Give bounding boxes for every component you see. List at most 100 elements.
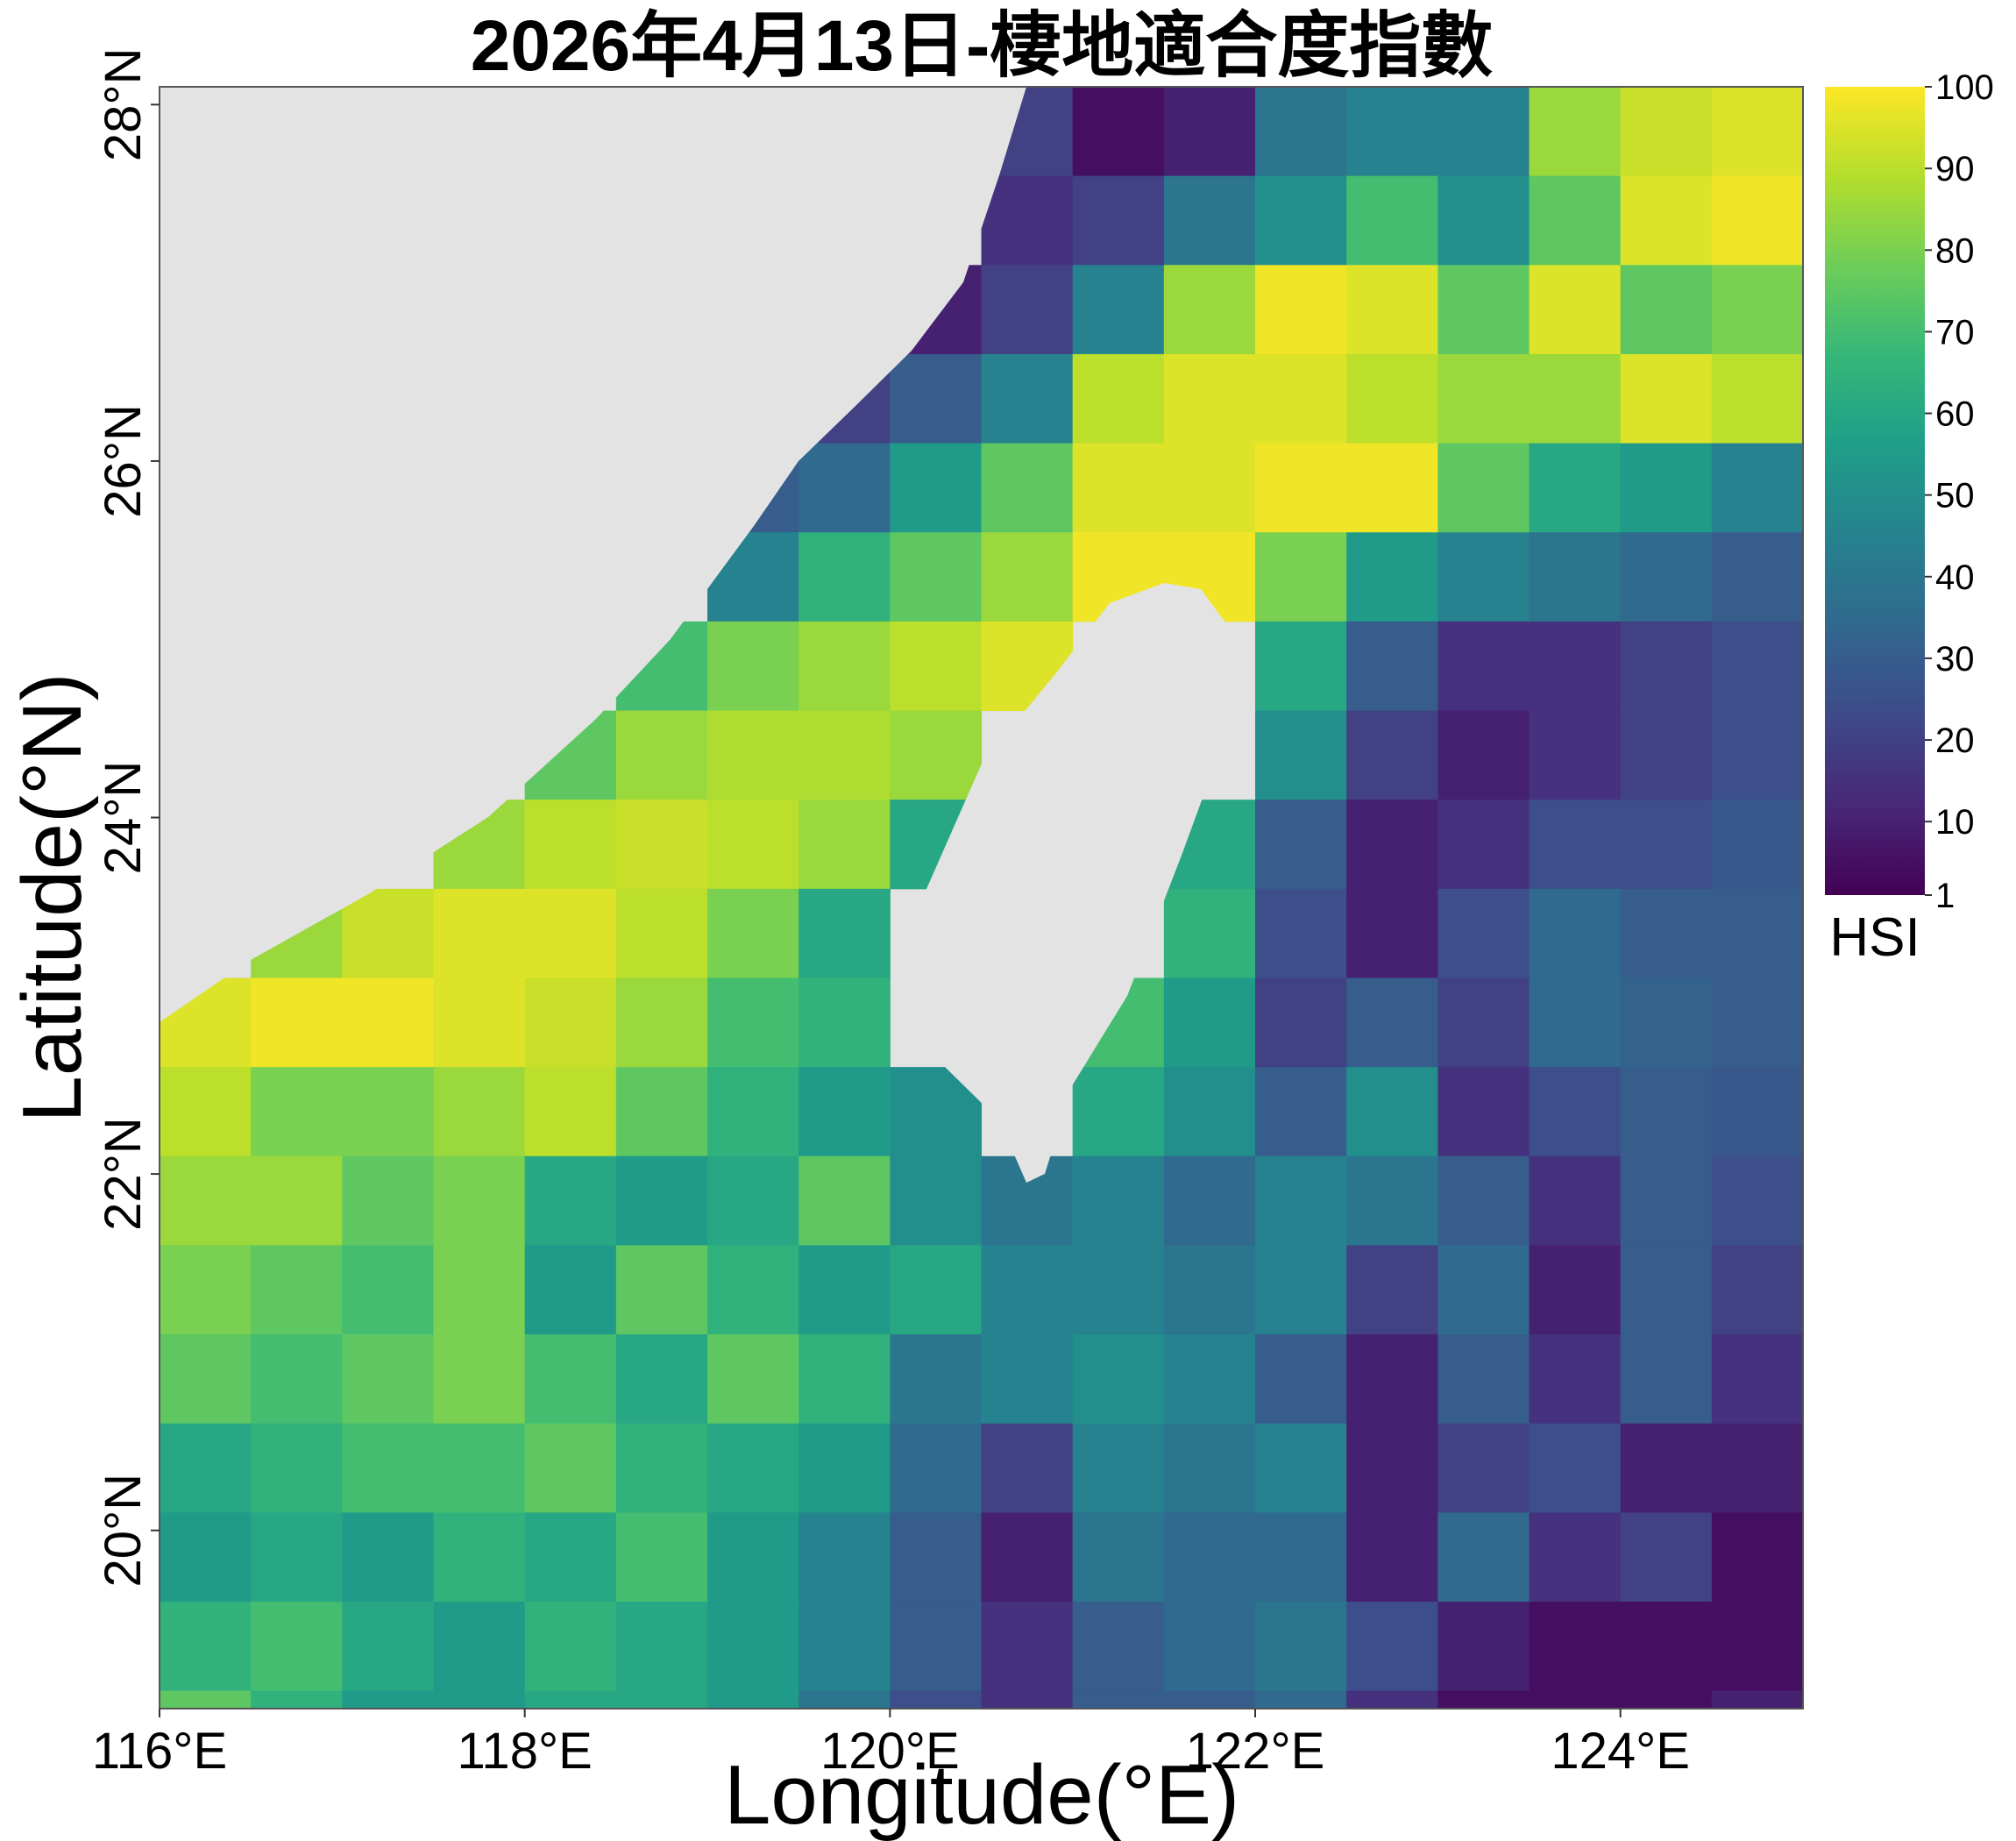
heat-cell: [707, 710, 799, 800]
heat-cell: [890, 1423, 982, 1513]
heat-cell: [1163, 1334, 1256, 1425]
y-tick-label: 26°N: [95, 404, 152, 518]
heat-cell: [1620, 87, 1713, 177]
heat-cell: [615, 710, 708, 800]
heat-cell: [1711, 621, 1803, 712]
heat-cell: [1437, 621, 1530, 712]
heat-cell: [981, 443, 1074, 533]
heat-cell: [1163, 1512, 1256, 1603]
heat-cell: [1346, 1690, 1438, 1709]
heat-cell: [1437, 87, 1530, 177]
heat-cell: [1072, 1245, 1165, 1335]
heat-cell: [1529, 265, 1622, 355]
heat-cell: [1072, 443, 1165, 533]
heat-cell: [1529, 888, 1622, 978]
heat-cell: [251, 1602, 343, 1692]
heatmap: [160, 87, 1803, 1709]
heat-cell: [433, 1602, 526, 1692]
heat-cell: [1620, 621, 1713, 712]
heat-cell: [1346, 888, 1438, 978]
heat-cell: [1163, 1067, 1256, 1157]
heat-cell: [1711, 265, 1803, 355]
heat-cell: [524, 1334, 617, 1425]
heat-cell: [890, 1512, 982, 1603]
heat-cell: [799, 710, 891, 800]
heat-cell: [1529, 1512, 1622, 1603]
heat-cell: [1163, 1602, 1256, 1692]
heat-cell: [1255, 87, 1347, 177]
heat-cell: [1529, 353, 1622, 444]
heat-cell: [707, 888, 799, 978]
heat-cell: [1529, 1423, 1622, 1513]
colorbar-tick-label: 20: [1935, 721, 1975, 760]
heat-cell: [1255, 353, 1347, 444]
heat-cell: [1255, 621, 1347, 712]
heat-cell: [799, 1423, 891, 1513]
heat-cell: [615, 1690, 708, 1709]
heat-cell: [707, 977, 799, 1068]
heat-cell: [1163, 265, 1256, 355]
heat-cell: [160, 1423, 252, 1513]
heat-cell: [1620, 800, 1713, 890]
heat-cell: [1072, 265, 1165, 355]
heat-cell: [1620, 353, 1713, 444]
heat-cell: [1346, 1155, 1438, 1246]
heat-cell: [342, 1245, 434, 1335]
heat-cell: [1620, 1245, 1713, 1335]
heat-cell: [1163, 1245, 1256, 1335]
heat-cell: [1437, 532, 1530, 622]
heat-cell: [890, 443, 982, 533]
heat-cell: [615, 1067, 708, 1157]
heat-cell: [1620, 1334, 1713, 1425]
heat-cell: [1437, 1334, 1530, 1425]
heat-cell: [1437, 265, 1530, 355]
heat-cell: [890, 710, 982, 800]
heat-cell: [799, 1245, 891, 1335]
heat-cell: [1529, 710, 1622, 800]
heat-cell: [160, 1155, 252, 1246]
heat-cell: [890, 353, 982, 444]
heat-cell: [433, 1067, 526, 1157]
heat-cell: [981, 1245, 1074, 1335]
heat-cell: [1255, 1423, 1347, 1513]
heat-cell: [1437, 977, 1530, 1068]
heat-cell: [251, 1155, 343, 1246]
heat-cell: [1255, 1334, 1347, 1425]
heat-cell: [251, 1512, 343, 1603]
heat-cell: [342, 1602, 434, 1692]
heat-cell: [1255, 532, 1347, 622]
heat-cell: [1255, 175, 1347, 266]
heat-cell: [1346, 87, 1438, 177]
heat-cell: [251, 1067, 343, 1157]
heat-cell: [890, 1334, 982, 1425]
heat-cell: [615, 800, 708, 890]
heat-cell: [342, 1423, 434, 1513]
heat-cell: [1711, 532, 1803, 622]
heat-cell: [707, 1423, 799, 1513]
heat-cell: [1620, 1423, 1713, 1513]
heat-cell: [342, 888, 434, 978]
heat-cell: [707, 1334, 799, 1425]
heat-cell: [1072, 175, 1165, 266]
heat-cell: [251, 1245, 343, 1335]
heat-cell: [799, 1602, 891, 1692]
heat-cell: [1346, 1067, 1438, 1157]
heat-cell: [1711, 1155, 1803, 1246]
heat-cell: [1255, 888, 1347, 978]
colorbar-tick-label: 60: [1935, 395, 1975, 434]
heat-cell: [1163, 353, 1256, 444]
heat-cell: [1072, 1155, 1165, 1246]
heat-cell: [1163, 175, 1256, 266]
colorbar-tick-label: 30: [1935, 640, 1975, 679]
heat-cell: [890, 532, 982, 622]
colorbar-tick-label: 10: [1935, 803, 1975, 842]
heat-cell: [981, 1602, 1074, 1692]
heat-cell: [433, 1690, 526, 1709]
heat-cell: [524, 888, 617, 978]
heat-cell: [1072, 353, 1165, 444]
heat-cell: [890, 1155, 982, 1246]
heat-cell: [615, 1245, 708, 1335]
heat-cell: [707, 1602, 799, 1692]
x-tick-label: 122°E: [1186, 1723, 1325, 1780]
